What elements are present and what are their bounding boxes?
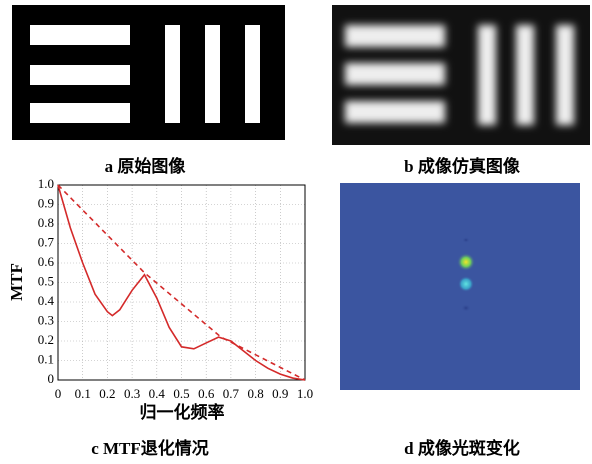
y-tick-label: 0.5 [38,273,54,288]
y-tick-label: 0.3 [38,312,54,327]
y-tick-label: 0.1 [38,351,54,366]
y-tick-label: 0 [48,371,55,386]
y-tick-label: 0.6 [38,254,55,269]
caption: b 成像仿真图像 [404,156,521,176]
caption: c MTF退化情况 [91,438,209,458]
y-tick-label: 1.0 [38,176,54,191]
x-tick-label: 0.1 [75,386,91,401]
x-tick-label: 0.8 [247,386,263,401]
y-tick-label: 0.8 [38,215,54,230]
y-tick-label: 0.2 [38,332,54,347]
x-tick-label: 0.2 [99,386,115,401]
x-tick-label: 0.3 [124,386,140,401]
x-tick-label: 0.7 [223,386,240,401]
y-axis-label: MTF [7,263,26,301]
x-tick-label: 0 [55,386,62,401]
figure: a 原始图像 b 成像仿真图像 c MTF退化情况 d 成像光斑变化 归一化频率… [0,0,592,464]
x-tick-label: 0.9 [272,386,288,401]
y-tick-label: 0.4 [38,293,55,308]
mtf-chart: 0 0.1 0.2 0.3 0.4 0.5 0.6 0.7 0.8 0.9 1.0 0 0.1 0.2 0.… [38,176,313,401]
x-tick-label: 0.6 [198,386,215,401]
x-tick-label: 1.0 [297,386,313,401]
spot-image [340,183,580,390]
x-axis-label: 归一化频率 [140,402,225,422]
page: {"panels": [{"caption": "a 原始图像"}, {"cap… [0,0,592,464]
caption: d 成像光斑变化 [404,438,520,458]
original-image [12,5,285,140]
x-tick-label: 0.4 [149,386,166,401]
y-tick-label: 0.7 [38,234,55,249]
simulated-image [332,5,590,145]
x-tick-label: 0.5 [173,386,189,401]
y-tick-label: 0.9 [38,195,54,210]
caption: a 原始图像 [105,156,187,176]
